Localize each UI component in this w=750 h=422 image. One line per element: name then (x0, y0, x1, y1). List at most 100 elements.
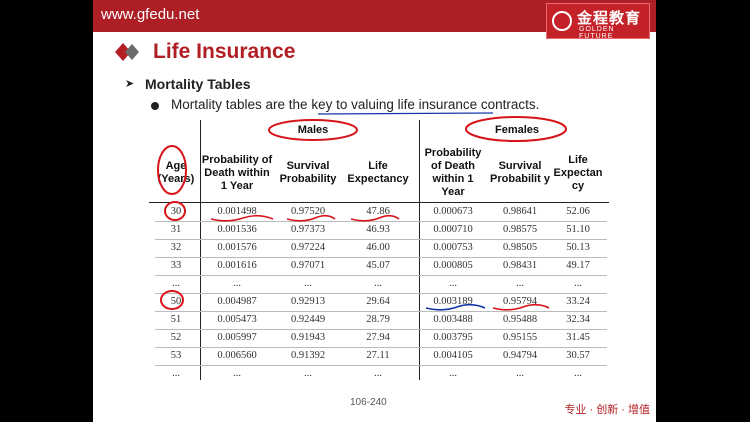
table-cell: 0.003795 (433, 332, 473, 343)
table-cell: 47.86 (366, 206, 390, 217)
table-cell: ... (574, 278, 582, 289)
table-cell: 0.003488 (433, 314, 473, 325)
table-cell: 0.004987 (217, 296, 257, 307)
table-cell-age: 52 (170, 332, 182, 343)
table-cell: 0.95794 (502, 296, 538, 307)
arrow-bullet-icon: ➤ (125, 78, 135, 90)
table-cell: 0.005997 (217, 332, 257, 343)
table-cell: ... (516, 278, 524, 289)
table-cell: 0.006560 (217, 350, 257, 361)
row-rule (155, 221, 607, 222)
table-cell: 33.24 (566, 296, 590, 307)
column-header-male-survival: Survival Probability (279, 160, 337, 185)
table-cell: 0.000805 (433, 260, 473, 271)
row-rule (155, 347, 607, 348)
table-cell: 0.98575 (502, 224, 538, 235)
logo-emblem-icon (552, 11, 572, 31)
table-cell: 51.10 (566, 224, 590, 235)
table-cell: 49.17 (566, 260, 590, 271)
table-cell: 28.79 (366, 314, 390, 325)
table-cell: ... (233, 368, 241, 379)
column-header-female-death-prob: Probability of Death within 1 Year (424, 147, 482, 198)
site-url: www.gfedu.net (101, 6, 200, 23)
table-cell-age: 30 (170, 206, 182, 217)
table-cell: ... (233, 278, 241, 289)
table-cell-age: 32 (170, 242, 182, 253)
title-diamond-icon (115, 43, 139, 61)
row-rule (155, 275, 607, 276)
row-rule (155, 329, 607, 330)
table-cell: 27.94 (366, 332, 390, 343)
table-cell: 0.001498 (217, 206, 257, 217)
column-header-age: Age (Years) (157, 160, 195, 185)
bullet-dot-icon (151, 102, 159, 110)
table-cell: 0.004105 (433, 350, 473, 361)
column-header-male-death-prob: Probability of Death within 1 Year (201, 153, 273, 192)
table-cell: ... (449, 368, 457, 379)
row-rule (155, 293, 607, 294)
row-rule (155, 239, 607, 240)
column-header-male-life-expectancy: Life Expectancy (347, 160, 409, 185)
table-cell: 0.003189 (433, 296, 473, 307)
table-cell: 0.97224 (290, 242, 326, 253)
table-cell: 52.06 (566, 206, 590, 217)
table-cell: 46.93 (366, 224, 390, 235)
table-cell: ... (516, 368, 524, 379)
table-cell: ... (304, 278, 312, 289)
table-cell: 0.94794 (502, 350, 538, 361)
column-divider (419, 120, 420, 380)
header-rule (149, 202, 609, 203)
table-cell: 0.000753 (433, 242, 473, 253)
slide-title: Life Insurance (153, 40, 296, 63)
table-cell: 29.64 (366, 296, 390, 307)
table-cell: ... (374, 278, 382, 289)
table-cell: 0.98431 (502, 260, 538, 271)
group-header-males: Males (297, 124, 329, 136)
table-cell: 46.00 (366, 242, 390, 253)
table-cell: 0.005473 (217, 314, 257, 325)
table-cell: 0.001536 (217, 224, 257, 235)
column-header-female-life-expectancy: Life Expectan cy (553, 153, 603, 192)
table-cell-age: 50 (170, 296, 182, 307)
table-cell: 0.92449 (290, 314, 326, 325)
bullet-text: Mortality tables are the key to valuing … (171, 97, 540, 112)
table-cell-age: 33 (170, 260, 182, 271)
section-subtitle: Mortality Tables (145, 76, 251, 92)
logo-english-text: GOLDEN FUTURE (579, 26, 615, 40)
table-cell: 0.97373 (290, 224, 326, 235)
table-cell: 0.95488 (502, 314, 538, 325)
logo-chinese-text: 金程教育 (577, 10, 642, 27)
table-cell: ... (449, 278, 457, 289)
table-cell: 0.98505 (502, 242, 538, 253)
group-header-females: Females (494, 124, 540, 136)
table-cell: 31.45 (566, 332, 590, 343)
table-cell: ... (304, 368, 312, 379)
table-cell-age: ... (172, 368, 180, 379)
footer-slogan: 专业 · 创新 · 增值 (564, 404, 650, 416)
row-rule (155, 257, 607, 258)
table-cell: 0.000673 (433, 206, 473, 217)
table-cell: ... (374, 368, 382, 379)
column-divider (200, 120, 201, 380)
table-cell: 0.001616 (217, 260, 257, 271)
table-cell-age: 31 (170, 224, 182, 235)
table-cell: 0.97520 (290, 206, 326, 217)
table-cell: 0.98641 (502, 206, 538, 217)
table-cell: 30.57 (566, 350, 590, 361)
table-cell: 0.001576 (217, 242, 257, 253)
table-cell: 0.91943 (290, 332, 326, 343)
table-cell: 32.34 (566, 314, 590, 325)
table-cell: 0.92913 (290, 296, 326, 307)
table-cell: ... (574, 368, 582, 379)
column-header-female-survival: Survival Probabilit y (490, 160, 550, 185)
table-cell-age: ... (172, 278, 180, 289)
slide: www.gfedu.net 金程教育 GOLDEN FUTURE Life In… (93, 0, 656, 422)
table-cell: 0.95155 (502, 332, 538, 343)
table-cell: 0.91392 (290, 350, 326, 361)
brand-logo: 金程教育 GOLDEN FUTURE (546, 3, 650, 40)
table-cell: 27.11 (366, 350, 390, 361)
table-cell-age: 51 (170, 314, 182, 325)
page-number: 106-240 (350, 397, 387, 408)
table-cell: 50.13 (566, 242, 590, 253)
row-rule (155, 365, 607, 366)
